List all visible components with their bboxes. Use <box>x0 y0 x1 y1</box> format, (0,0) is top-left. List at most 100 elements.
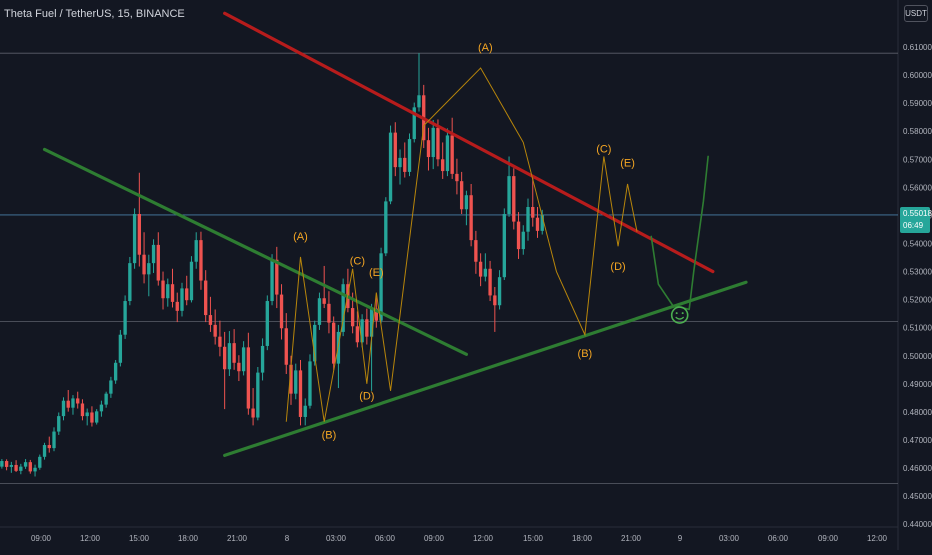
projection-path <box>650 155 709 311</box>
time-tick-label: 21:00 <box>621 534 642 543</box>
candle-body <box>241 347 246 372</box>
smiley-eye <box>681 312 684 315</box>
price-tick-label: 0.51000 <box>903 324 932 333</box>
candle-body <box>540 214 544 231</box>
candle-body <box>189 261 194 301</box>
symbol-title: Theta Fuel / TetherUS, 15, BINANCE <box>4 8 185 20</box>
candle-body <box>237 362 241 372</box>
candle-body <box>298 370 303 417</box>
candle-body <box>180 288 184 311</box>
time-tick-label: 15:00 <box>523 534 544 543</box>
currency-badge[interactable]: USDT <box>904 5 928 22</box>
candle-body <box>455 173 459 182</box>
candle-body <box>407 139 412 172</box>
wave-label: (B) <box>578 348 593 360</box>
last-price-tag: 0.55018 06:49 <box>900 207 932 233</box>
price-tick-label: 0.61000 <box>903 43 932 52</box>
candle-body <box>360 319 364 343</box>
candle-body <box>213 324 217 337</box>
candle-body <box>260 345 265 373</box>
candle-body <box>19 466 23 471</box>
candle-body <box>398 157 402 168</box>
candle-body <box>47 445 51 449</box>
red-resistance-trendline <box>223 11 715 274</box>
price-tick-label: 0.56000 <box>903 183 932 192</box>
candle-body <box>365 319 369 337</box>
candle-body <box>61 400 66 417</box>
time-tick-label: 9 <box>678 534 683 543</box>
candle-body <box>270 259 274 302</box>
candle-body <box>332 322 336 364</box>
candle-body <box>322 298 326 304</box>
candle-body <box>4 461 9 467</box>
wave-label: (C) <box>350 256 365 268</box>
candle-body <box>85 412 89 417</box>
candle-body <box>208 315 213 325</box>
candle-body <box>256 372 260 418</box>
candle-body <box>388 132 393 202</box>
candle-body <box>99 404 104 412</box>
candle-body <box>57 416 61 432</box>
time-tick-label: 09:00 <box>424 534 445 543</box>
candle-body <box>251 408 255 418</box>
time-tick-label: 18:00 <box>178 534 199 543</box>
candle-body <box>137 214 141 255</box>
candle-body <box>28 462 32 472</box>
wave-path <box>285 256 392 422</box>
price-tick-label: 0.58000 <box>903 127 932 136</box>
candle-body <box>441 159 445 172</box>
price-tick-label: 0.53000 <box>903 268 932 277</box>
time-tick-label: 12:00 <box>80 534 101 543</box>
time-tick-label: 06:00 <box>768 534 789 543</box>
time-tick-label: 12:00 <box>473 534 494 543</box>
candle-body <box>526 206 530 232</box>
candle-body <box>294 370 298 394</box>
price-tick-label: 0.59000 <box>903 99 932 108</box>
candle-body <box>327 303 331 323</box>
candle-body <box>109 380 113 394</box>
candle-body <box>275 259 279 295</box>
price-tick-label: 0.45000 <box>903 492 932 501</box>
wave-label: (D) <box>359 390 374 402</box>
candle-body <box>279 294 284 329</box>
price-tick-label: 0.50000 <box>903 352 932 361</box>
candle-body <box>90 412 94 423</box>
candle-body <box>113 362 118 381</box>
candle-body <box>436 127 440 160</box>
candle-body <box>535 217 540 231</box>
price-tick-label: 0.54000 <box>903 239 932 248</box>
candle-body <box>412 107 416 140</box>
wave-label: (A) <box>478 42 493 54</box>
candle-body <box>123 301 127 335</box>
price-tick-label: 0.49000 <box>903 380 932 389</box>
candle-body <box>147 263 151 275</box>
smiley-mouth <box>675 316 685 320</box>
green-upper-trendline <box>42 147 468 356</box>
candle-body <box>483 268 488 277</box>
wave-label: (E) <box>369 267 384 279</box>
price-tick-label: 0.57000 <box>903 155 932 164</box>
candle-body <box>66 400 70 408</box>
candle-body <box>488 268 492 296</box>
candle-body <box>303 405 307 417</box>
candle-body <box>175 301 179 311</box>
candle-body <box>445 135 450 172</box>
price-tick-label: 0.46000 <box>903 464 932 473</box>
time-tick-label: 12:00 <box>867 534 888 543</box>
candle-body <box>218 336 222 347</box>
candle-body <box>33 467 37 472</box>
candle-body <box>42 445 47 457</box>
price-tick-label: 0.47000 <box>903 436 932 445</box>
candle-body <box>23 462 28 467</box>
candle-body <box>469 195 473 241</box>
price-tick-label: 0.60000 <box>903 71 932 80</box>
candle-body <box>151 244 156 264</box>
candle-body <box>161 280 165 299</box>
candle-body <box>403 157 407 172</box>
candle-body <box>246 347 251 409</box>
candle-body <box>507 176 511 215</box>
candle-body <box>384 201 388 254</box>
candle-body <box>227 343 232 370</box>
